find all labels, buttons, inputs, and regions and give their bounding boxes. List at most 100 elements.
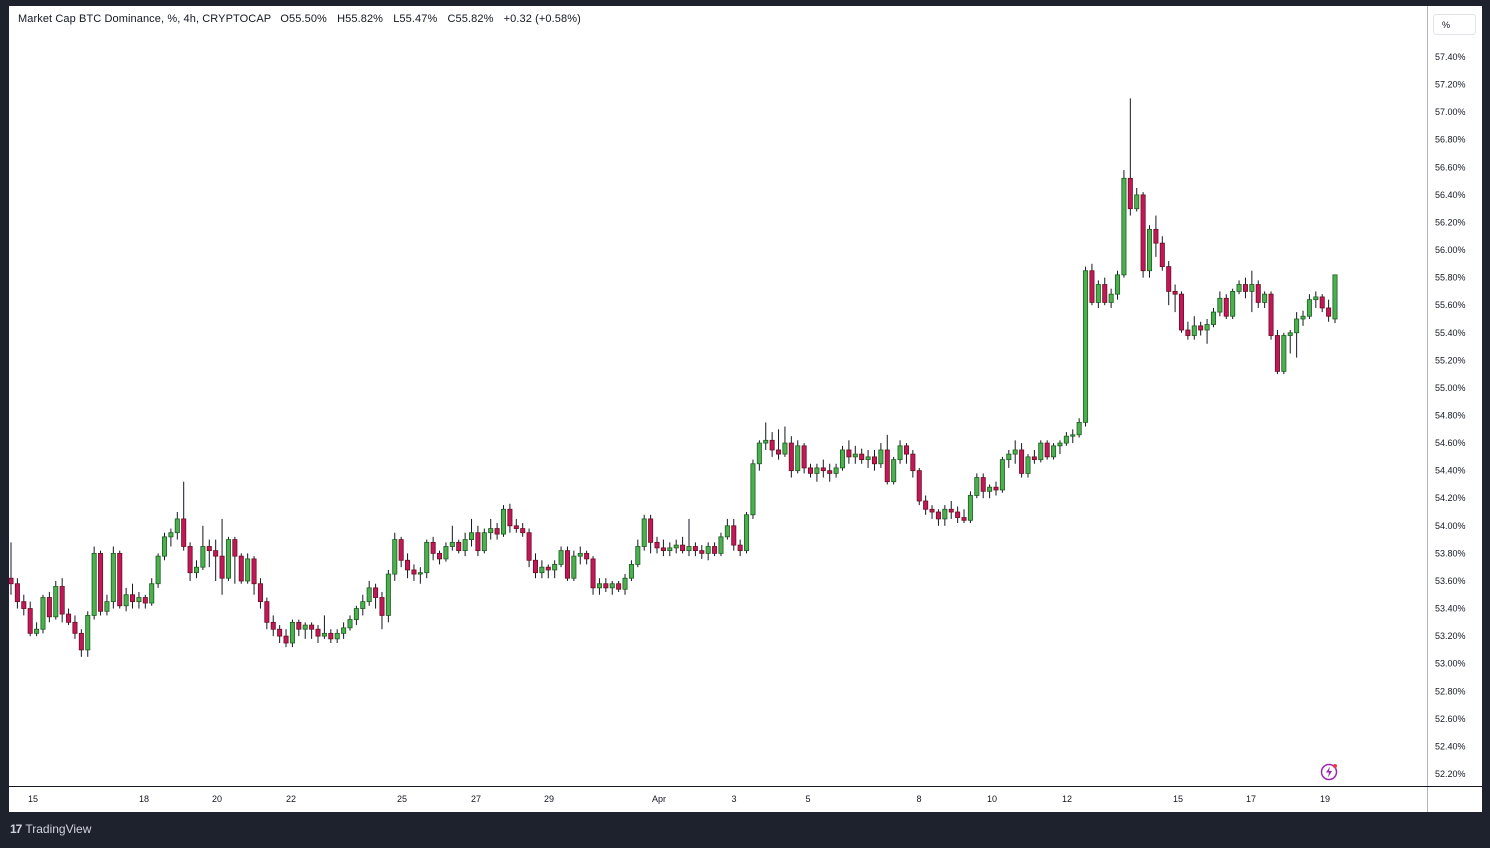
candle-down — [712, 546, 718, 554]
candle-down — [9, 577, 14, 585]
candle-up — [155, 555, 161, 585]
candle-down — [699, 550, 705, 554]
candle-down — [590, 558, 596, 589]
candle-up — [1012, 449, 1018, 455]
candle-up — [462, 539, 468, 552]
candle-down — [929, 508, 935, 513]
candle-up — [53, 586, 59, 618]
price-tick-label: 52.60% — [1435, 714, 1466, 724]
candle-up — [1236, 284, 1242, 292]
candle-up — [353, 608, 359, 620]
candle-down — [309, 624, 315, 630]
candle-up — [443, 546, 449, 560]
legend-open: O55.50% — [280, 13, 327, 25]
price-tick-label: 54.40% — [1435, 466, 1466, 476]
candle-down — [1031, 456, 1037, 461]
price-tick-label: 57.40% — [1435, 52, 1466, 62]
candle-up — [1262, 293, 1268, 303]
chart-pane[interactable]: 52.20% 52.40% 52.60% 52.80% 53.00% 53.20% 53.4… — [9, 6, 1482, 812]
candle-down — [78, 632, 84, 651]
flash-alert-icon[interactable] — [1320, 763, 1338, 781]
candle-down — [545, 566, 551, 571]
price-tick-label: 52.80% — [1435, 686, 1466, 696]
candle-down — [603, 583, 609, 589]
candlestick-plot[interactable]: 52.20% 52.40% 52.60% 52.80% 53.00% 53.20% 53.4… — [9, 6, 1482, 812]
price-tick-label: 56.60% — [1435, 162, 1466, 172]
candle-down — [283, 635, 289, 644]
candle-down — [507, 508, 513, 527]
candle-up — [1051, 445, 1057, 458]
candle-up — [705, 546, 711, 554]
price-tick-label: 57.20% — [1435, 80, 1466, 90]
candle-up — [366, 587, 372, 603]
candle-up — [1204, 324, 1210, 331]
time-tick-label: 15 — [28, 794, 38, 804]
tradingview-brand[interactable]: 17 TradingView — [10, 822, 91, 836]
time-tick-label: 12 — [1062, 794, 1072, 804]
candle-down — [1274, 335, 1280, 372]
candle-up — [34, 628, 40, 634]
time-tick-label: 15 — [1173, 794, 1183, 804]
time-tick-label: 27 — [471, 794, 481, 804]
candle-up — [200, 546, 206, 568]
candle-up — [782, 442, 788, 455]
candle-down — [520, 528, 526, 534]
candle-down — [1089, 270, 1095, 303]
legend-symbol[interactable]: Market Cap BTC Dominance, %, 4h, CRYPTOC… — [18, 13, 272, 25]
candle-up — [571, 555, 577, 579]
candle-up — [724, 525, 730, 538]
candle-up — [833, 467, 839, 474]
candle-down — [903, 445, 909, 455]
candle-up — [628, 564, 634, 579]
candle-down — [980, 477, 986, 492]
candle-up — [341, 627, 347, 634]
price-scale-unit-button[interactable]: % — [1433, 14, 1476, 35]
candle-up — [1063, 435, 1069, 444]
time-tick-label: 18 — [139, 794, 149, 804]
time-tick-label: 10 — [987, 794, 997, 804]
time-tick-label: Apr — [652, 794, 666, 804]
price-tick-label: 53.60% — [1435, 576, 1466, 586]
candle-down — [142, 597, 148, 604]
candle-down — [871, 456, 877, 465]
candle-down — [14, 583, 20, 603]
candle-down — [315, 628, 321, 637]
candle-up — [1287, 332, 1293, 336]
price-tick-label: 52.20% — [1435, 769, 1466, 779]
price-tick-label: 56.40% — [1435, 190, 1466, 200]
candle-up — [1210, 311, 1216, 325]
candle-up — [1300, 315, 1306, 320]
candle-down — [328, 632, 334, 640]
candle-up — [347, 619, 353, 629]
candle-down — [935, 511, 941, 520]
candle-up — [814, 467, 820, 474]
candle-up — [385, 573, 391, 616]
candle-up — [974, 477, 980, 496]
time-tick-label: 29 — [544, 794, 554, 804]
candle-down — [1268, 293, 1274, 336]
candle-down — [277, 628, 283, 637]
candle-down — [731, 525, 737, 546]
price-tick-label: 55.80% — [1435, 273, 1466, 283]
candle-down — [27, 608, 33, 634]
candle-up — [40, 597, 46, 630]
price-tick-label: 54.20% — [1435, 493, 1466, 503]
candle-up — [891, 459, 897, 483]
candle-down — [808, 467, 814, 474]
candle-up — [1121, 177, 1127, 276]
candle-up — [622, 577, 628, 590]
legend-high: H55.82% — [337, 13, 384, 25]
candle-up — [852, 453, 858, 458]
candle-down — [737, 544, 743, 552]
candle-up — [750, 463, 756, 516]
candle-down — [584, 552, 590, 560]
candle-up — [1332, 274, 1338, 320]
time-tick-label: 8 — [916, 794, 921, 804]
candle-up — [967, 495, 973, 521]
price-tick-label: 52.40% — [1435, 741, 1466, 751]
price-axis-divider — [1427, 6, 1428, 812]
candle-down — [648, 518, 654, 543]
candle-down — [1185, 329, 1191, 336]
candle-down — [859, 453, 865, 461]
candle-up — [1108, 293, 1114, 303]
